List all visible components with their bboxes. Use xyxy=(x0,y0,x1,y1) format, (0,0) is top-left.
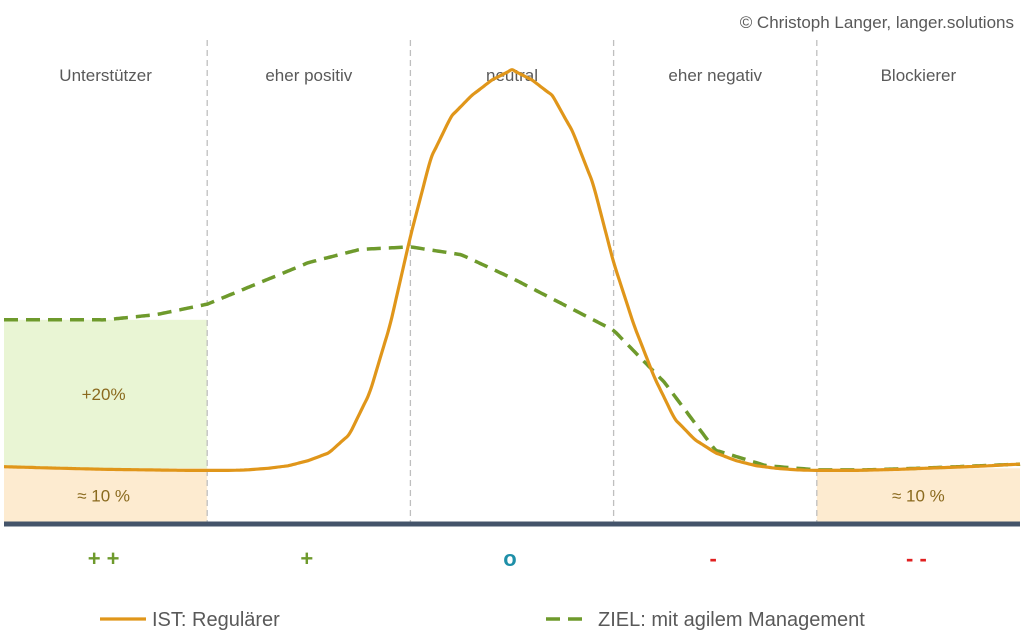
orange-area-blockierer xyxy=(816,468,1020,523)
legend: IST: Regulärer ZIEL: mit agilem Managemen… xyxy=(100,609,865,631)
shade-annotations: +20% ≈ 10 % ≈ 10 % xyxy=(77,385,945,506)
copyright-text: © Christoph Langer, langer.solutions xyxy=(740,13,1014,32)
shade-annotation: ≈ 10 % xyxy=(77,487,130,506)
shade-annotation: ≈ 10 % xyxy=(892,487,945,506)
shaded-areas xyxy=(4,319,1020,523)
series-lines xyxy=(3,68,1021,472)
section-dividers xyxy=(206,40,818,523)
legend-label-ziel: ZIEL: mit agilem Management xyxy=(598,609,865,631)
section-label: eher positiv xyxy=(265,66,352,85)
category-signs: + + + o - - - xyxy=(88,546,927,571)
section-label: neutral xyxy=(486,66,538,85)
section-label: Blockierer xyxy=(881,66,957,85)
ist-series-line xyxy=(3,68,1021,472)
legend-label-ist: IST: Regulärer xyxy=(152,609,280,631)
section-labels: Unterstützer eher positiv neutral eher nega… xyxy=(59,66,956,85)
section-label: Unterstützer xyxy=(59,66,152,85)
green-gain-area xyxy=(4,319,208,469)
category-sign: - xyxy=(710,546,717,571)
section-label: eher negativ xyxy=(668,66,762,85)
category-sign: + xyxy=(300,546,313,571)
orange-area-unterstuetzer xyxy=(4,468,208,523)
category-sign: + + xyxy=(88,546,120,571)
category-sign: o xyxy=(503,546,516,571)
category-sign: - - xyxy=(906,546,927,571)
shade-annotation: +20% xyxy=(82,385,126,404)
